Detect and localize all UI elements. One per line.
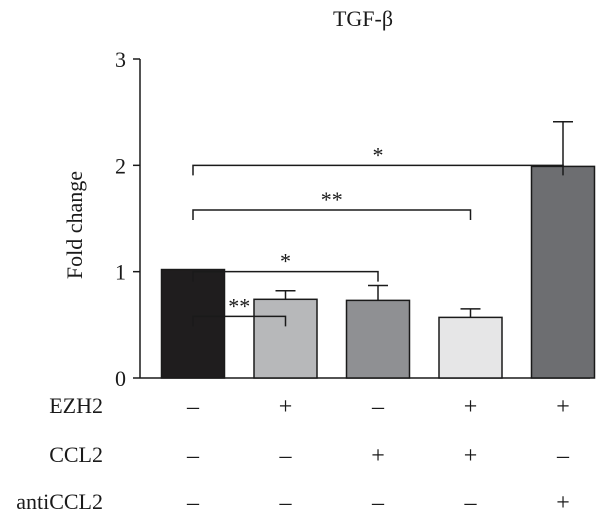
condition-label: CCL2 bbox=[49, 442, 103, 467]
condition-value: + bbox=[556, 490, 570, 516]
condition-label: EZH2 bbox=[49, 393, 103, 418]
condition-value: – bbox=[186, 490, 200, 516]
y-tick-label: 2 bbox=[115, 153, 126, 178]
condition-value: – bbox=[186, 443, 200, 469]
significance-brackets: ****** bbox=[192, 142, 564, 327]
condition-value: – bbox=[556, 443, 570, 469]
y-tick-label: 3 bbox=[115, 47, 126, 72]
significance-label: ** bbox=[228, 293, 250, 318]
condition-value: – bbox=[464, 490, 478, 516]
error-bars bbox=[275, 120, 573, 318]
y-tick-label: 1 bbox=[115, 260, 126, 285]
condition-table: EZH2 – + – + + CCL2 – – + + – antiCCL2 – – – – + bbox=[16, 393, 570, 516]
y-tick-label: 0 bbox=[115, 366, 126, 391]
bars bbox=[160, 165, 596, 379]
significance-label: ** bbox=[321, 187, 343, 212]
significance-bracket bbox=[192, 270, 379, 282]
condition-value: + bbox=[279, 394, 293, 420]
bar bbox=[345, 299, 411, 379]
condition-value: – bbox=[279, 490, 293, 516]
condition-value: – bbox=[186, 394, 200, 420]
condition-value: + bbox=[464, 394, 478, 420]
condition-value: + bbox=[371, 443, 385, 469]
significance-bracket bbox=[192, 209, 472, 220]
bar bbox=[253, 298, 318, 379]
significance-bracket bbox=[192, 315, 287, 327]
significance-bracket bbox=[192, 164, 564, 176]
significance-label: * bbox=[373, 142, 384, 167]
condition-value: + bbox=[464, 443, 478, 469]
condition-label: antiCCL2 bbox=[16, 489, 103, 514]
condition-value: – bbox=[279, 443, 293, 469]
chart-title: TGF-β bbox=[333, 6, 393, 31]
condition-value: – bbox=[371, 490, 385, 516]
bar bbox=[530, 165, 596, 379]
condition-value: + bbox=[556, 394, 570, 420]
bar bbox=[438, 316, 503, 379]
y-axis-label: Fold change bbox=[62, 171, 87, 279]
significance-label: * bbox=[280, 249, 291, 274]
condition-value: – bbox=[371, 394, 385, 420]
